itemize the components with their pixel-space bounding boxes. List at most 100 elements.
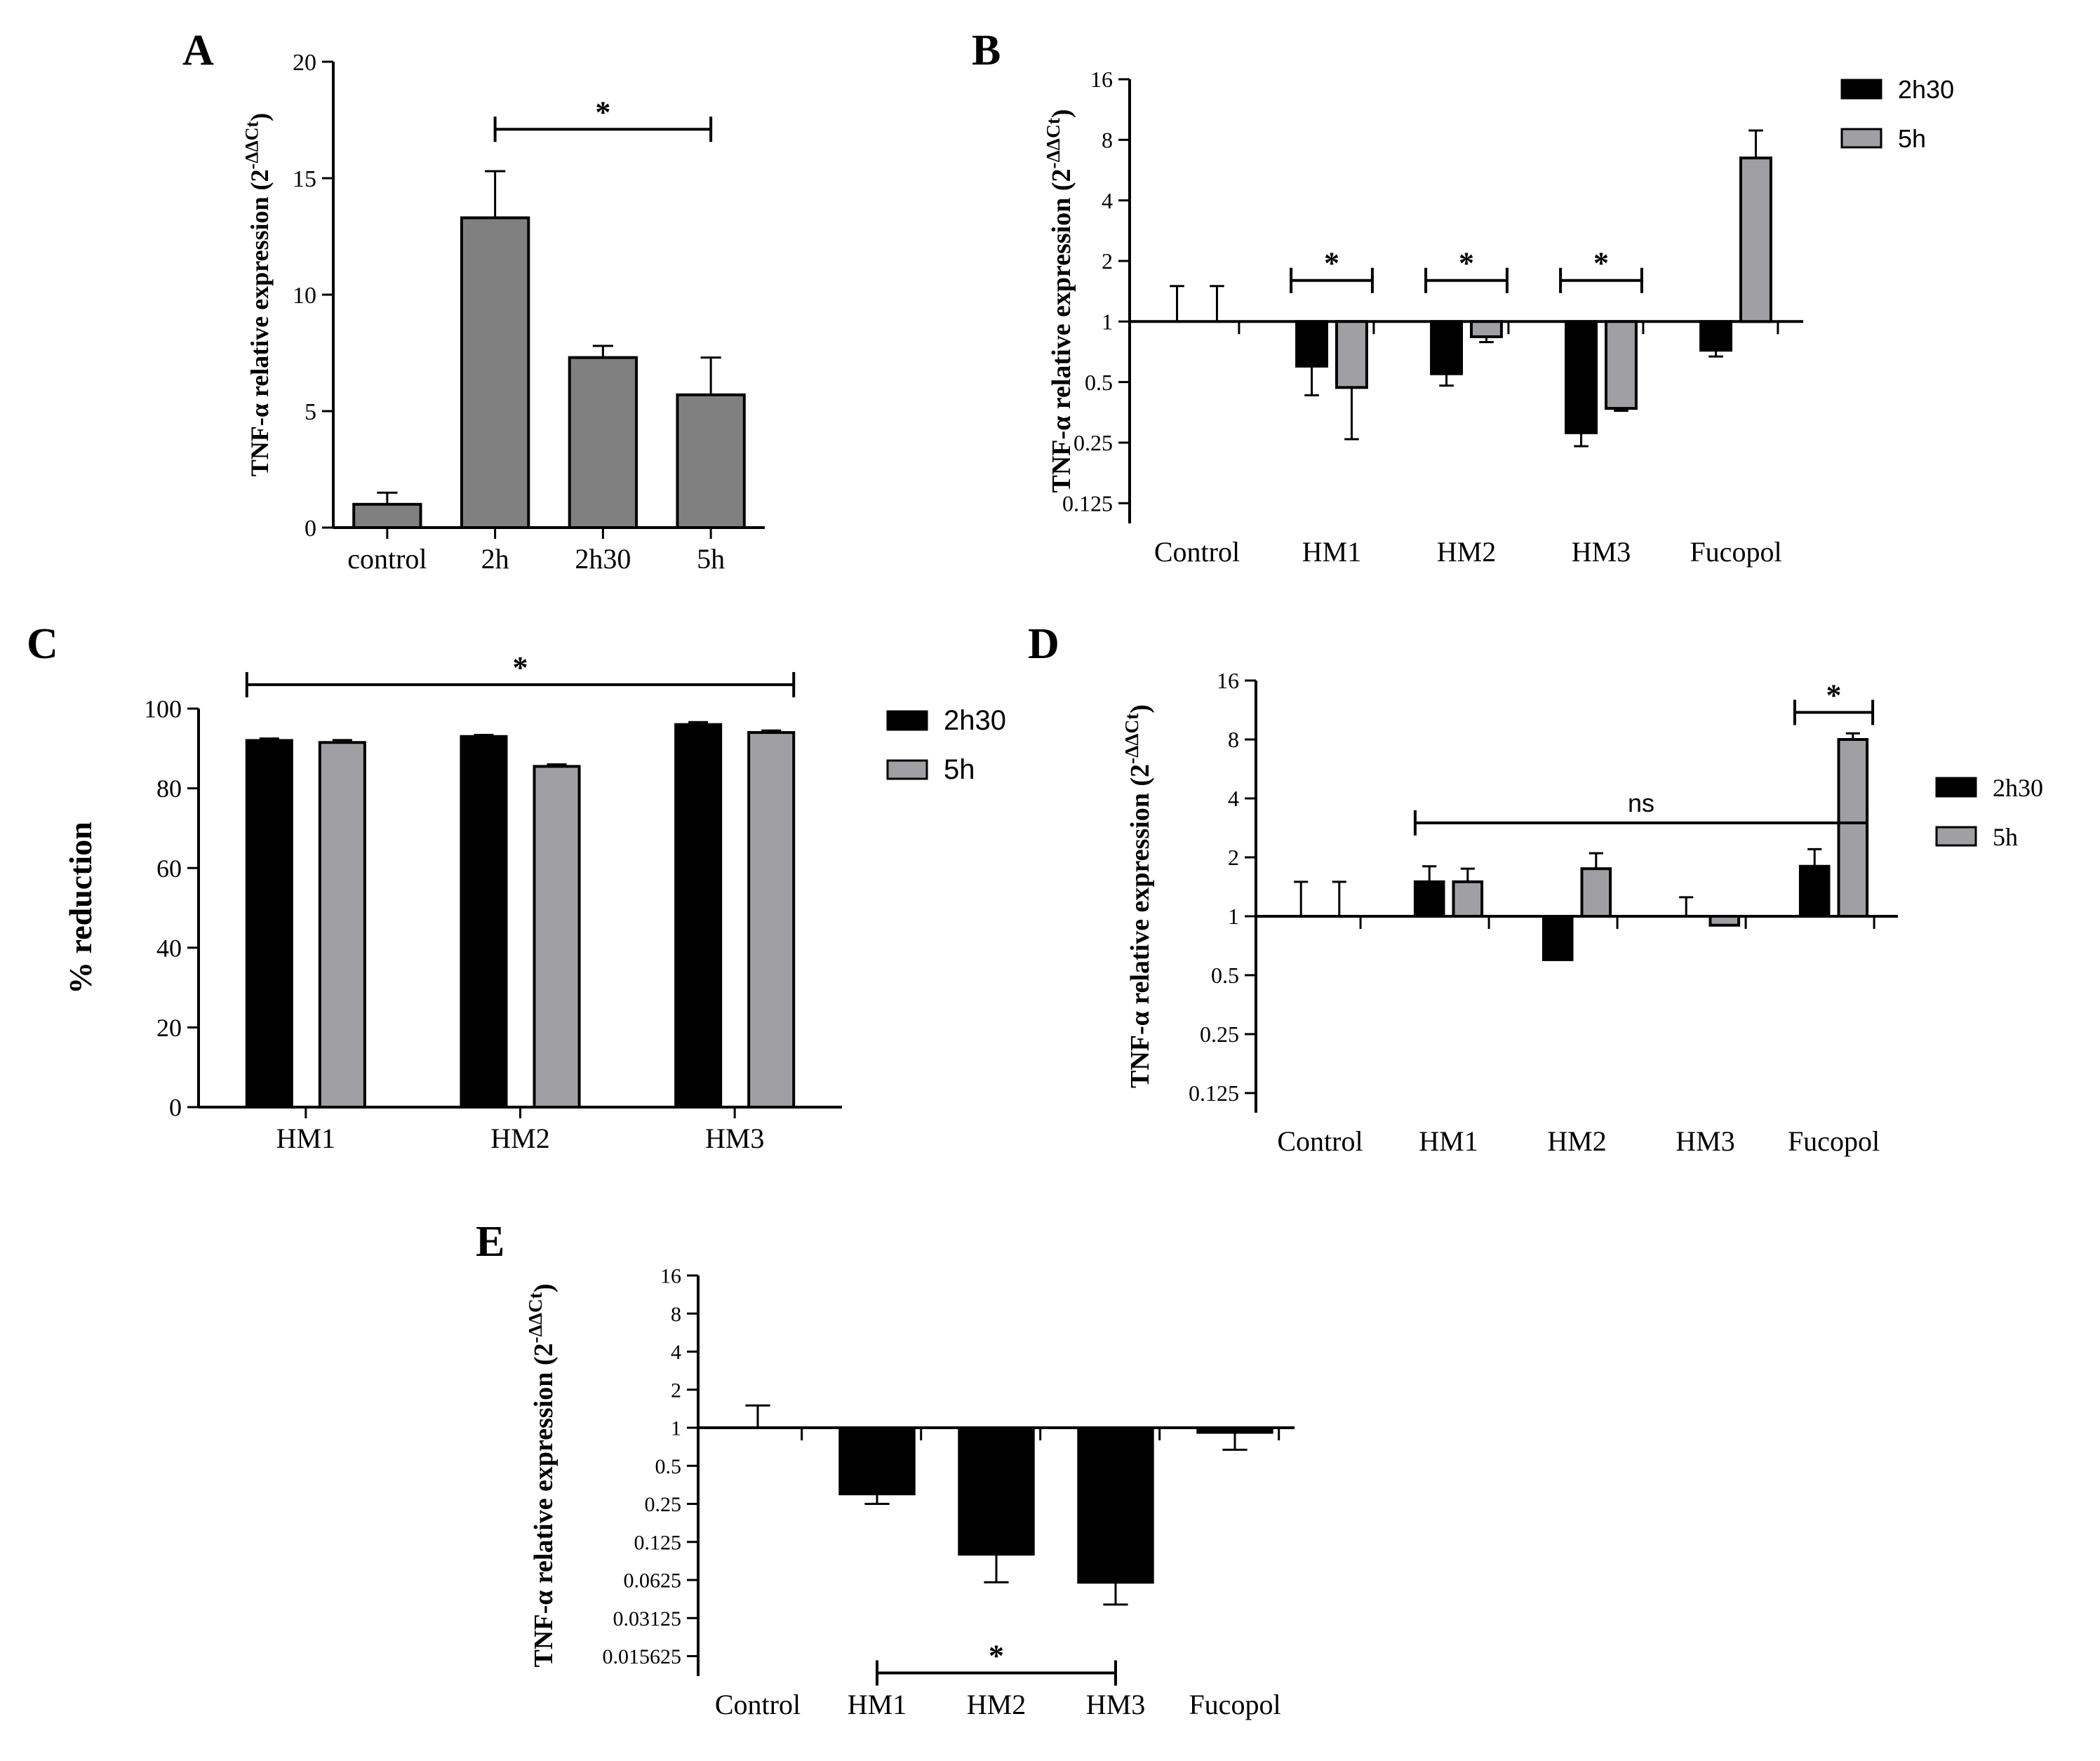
bar [1541, 914, 1574, 961]
panel-letter-c: C [27, 620, 58, 668]
y-tick-label: 8 [1228, 727, 1239, 752]
x-tick-label: HM1 [276, 1123, 335, 1154]
y-tick-label: 4 [1228, 786, 1239, 811]
x-tick-label: HM1 [1302, 536, 1361, 568]
bar [1295, 320, 1328, 368]
legend-swatch [1935, 777, 1977, 798]
bar [460, 735, 508, 1109]
y-tick-label: 10 [293, 283, 316, 309]
y-tick-label: 0.125 [1062, 490, 1113, 516]
y-axis-title-close: ) [246, 113, 274, 121]
legend-swatch [1840, 128, 1882, 149]
bar [958, 1426, 1035, 1556]
x-tick-label: HM1 [848, 1689, 907, 1720]
y-tick-label: 4 [671, 1341, 681, 1364]
x-tick-label: 2h [481, 543, 509, 575]
x-tick-label: 5h [697, 543, 725, 575]
y-axis-title-superscript: -ΔΔCt [1121, 714, 1142, 764]
y-axis-title-text: TNF-α relative expression (2 [1047, 168, 1076, 493]
x-tick-label: HM3 [1086, 1689, 1145, 1720]
y-tick-label: 16 [660, 1265, 681, 1288]
bar [318, 741, 366, 1109]
y-tick-label: 0.25 [645, 1493, 682, 1516]
y-axis-title: % reduction [62, 822, 98, 994]
bar [460, 216, 530, 529]
x-tick-label: HM2 [1437, 536, 1496, 568]
bar [533, 765, 581, 1109]
y-tick-label: 0.25 [1074, 430, 1113, 455]
bar [1335, 320, 1368, 389]
y-tick-label: 0.125 [634, 1531, 682, 1554]
significance-label: ns [1628, 789, 1654, 817]
bar [676, 393, 746, 530]
x-tick-label: HM3 [705, 1123, 764, 1154]
panel-b-chart: 0.125 0.25 0.5 1 2 4 8 16 Control HM1 HM2 HM3 Fucopo… [1043, 67, 1954, 568]
y-tick-label: 5 [305, 399, 316, 425]
x-tick-label: Control [1277, 1125, 1363, 1157]
y-tick-label: 0.0625 [624, 1569, 682, 1593]
y-tick-label: 60 [156, 855, 182, 883]
bar [1708, 914, 1741, 927]
x-tick-label: HM3 [1572, 536, 1631, 568]
bar [1699, 320, 1733, 352]
bar [1565, 320, 1598, 434]
y-axis-title-superscript: -ΔΔCt [1043, 118, 1064, 168]
y-tick-label: 0.5 [655, 1455, 682, 1478]
significance-label: * [513, 650, 528, 685]
y-axis-title-superscript: -ΔΔCt [242, 121, 262, 170]
y-tick-label: 0.015625 [603, 1645, 682, 1668]
panel-letter-e: E [476, 1218, 504, 1266]
bar [1580, 867, 1612, 918]
legend-label: 2h30 [1898, 75, 1954, 104]
y-tick-label: 15 [293, 166, 316, 192]
y-axis-title-text: TNF-α relative expression (2 [246, 169, 274, 476]
significance-label: * [1324, 246, 1339, 281]
legend-label: 2h30 [1993, 774, 2043, 802]
y-tick-label: 2 [671, 1379, 681, 1402]
y-tick-label: 8 [671, 1303, 681, 1326]
bar [1739, 156, 1772, 323]
legend-label: 5h [944, 754, 975, 785]
bar [352, 502, 422, 529]
y-axis-title-text: TNF-α relative expression (2 [1125, 764, 1155, 1088]
panel-a-chart: 0 5 10 15 20 control 2h 2h30 5h * TNF-α relative e… [242, 50, 765, 575]
x-tick-label: Fucopol [1788, 1125, 1880, 1157]
y-axis-title-text: % reduction [62, 822, 98, 994]
bar [1452, 880, 1484, 918]
bar [1470, 320, 1503, 338]
panel-c-chart: 0 20 40 60 80 100 HM1 HM2 HM3 * % reduction 2h30 5h [62, 650, 1006, 1154]
panel-d-chart: 0.125 0.25 0.5 1 2 4 8 16 Control HM1 HM2 HM3 Fucopo… [1121, 668, 2043, 1157]
y-tick-label: 1 [1228, 904, 1239, 929]
significance-label: * [1593, 246, 1609, 281]
y-axis-title: TNF-α relative expression (2-ΔΔCt) [1121, 704, 1155, 1088]
legend-swatch [1840, 79, 1882, 100]
y-tick-label: 1 [1102, 309, 1113, 334]
bar [1798, 864, 1831, 918]
x-tick-label: HM3 [1676, 1125, 1734, 1157]
x-tick-label: HM1 [1419, 1125, 1478, 1157]
panel-letter-b: B [972, 27, 1001, 74]
x-tick-label: Fucopol [1690, 536, 1781, 568]
bar [747, 731, 796, 1109]
x-tick-label: HM2 [490, 1123, 549, 1154]
bar [1430, 320, 1463, 375]
y-tick-label: 80 [156, 775, 182, 803]
y-tick-label: 2 [1102, 248, 1113, 274]
panel-e-chart: 0.015625 0.03125 0.0625 0.125 0.25 0.5 1 2 4 8 16 C… [525, 1265, 1295, 1720]
y-tick-label: 0 [305, 516, 316, 542]
y-tick-label: 0.125 [1189, 1080, 1239, 1106]
bar [568, 356, 638, 530]
bar [1605, 320, 1638, 410]
x-tick-label: HM2 [1547, 1125, 1606, 1157]
y-tick-label: 8 [1102, 128, 1113, 153]
significance-label: * [1459, 246, 1474, 281]
y-tick-label: 40 [156, 934, 182, 962]
x-tick-label: Fucopol [1189, 1689, 1280, 1720]
legend-swatch [886, 710, 928, 731]
bar [1196, 1426, 1273, 1434]
significance-label: * [1826, 678, 1842, 712]
y-tick-label: 2 [1228, 845, 1239, 870]
y-axis-title-superscript: -ΔΔCt [525, 1292, 546, 1343]
y-tick-label: 0.25 [1200, 1022, 1239, 1047]
x-tick-label: Control [1154, 536, 1240, 568]
